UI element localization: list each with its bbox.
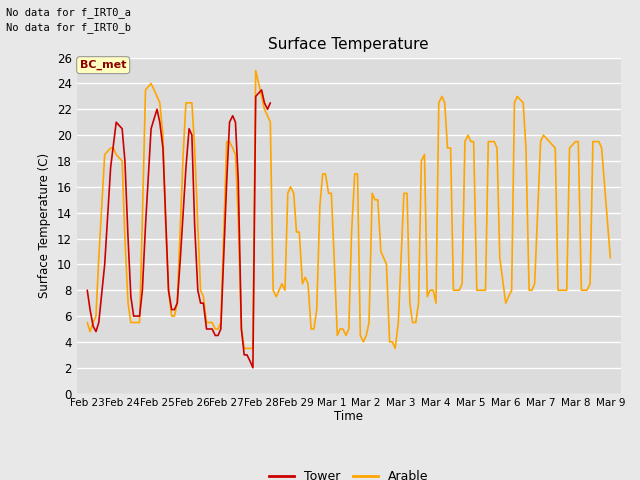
Text: BC_met: BC_met (80, 60, 126, 70)
X-axis label: Time: Time (334, 410, 364, 423)
Y-axis label: Surface Temperature (C): Surface Temperature (C) (38, 153, 51, 298)
Text: No data for f_IRT0_b: No data for f_IRT0_b (6, 22, 131, 33)
Legend: Tower, Arable: Tower, Arable (264, 465, 433, 480)
Text: No data for f_IRT0_a: No data for f_IRT0_a (6, 7, 131, 18)
Title: Surface Temperature: Surface Temperature (269, 37, 429, 52)
